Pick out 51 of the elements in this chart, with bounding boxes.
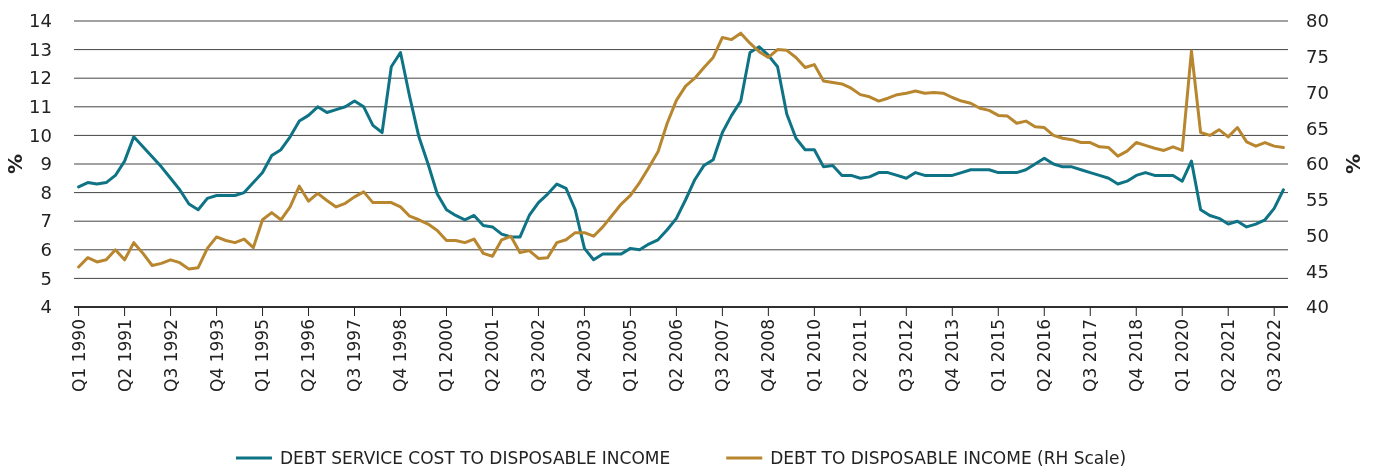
y2-tick-label: 80 bbox=[1306, 10, 1329, 32]
y-tick-label: 14 bbox=[29, 10, 52, 32]
x-tick-label: Q1 2015 bbox=[988, 319, 1009, 392]
x-tick-label: Q2 2021 bbox=[1218, 319, 1239, 392]
x-tick-label: Q3 2012 bbox=[896, 319, 917, 392]
y-tick-label: 10 bbox=[29, 124, 52, 146]
y2-tick-label: 60 bbox=[1306, 153, 1329, 175]
y2-tick-label: 65 bbox=[1306, 117, 1329, 139]
x-tick-label: Q3 2017 bbox=[1080, 319, 1101, 392]
x-tick-label: Q1 1995 bbox=[252, 319, 273, 392]
x-tick-label: Q1 2000 bbox=[436, 319, 457, 392]
legend-label: DEBT SERVICE COST TO DISPOSABLE INCOME bbox=[279, 447, 671, 468]
y2-tick-label: 50 bbox=[1306, 224, 1329, 246]
y-tick-label: 13 bbox=[29, 38, 52, 60]
y-axis-title: % bbox=[3, 153, 27, 175]
x-tick-label: Q3 1997 bbox=[344, 319, 365, 392]
x-tick-label: Q3 2022 bbox=[1264, 319, 1285, 392]
y2-axis-title: % bbox=[1341, 153, 1365, 175]
y-tick-label: 7 bbox=[40, 210, 52, 232]
y-tick-label: 11 bbox=[29, 96, 52, 118]
y-tick-label: 8 bbox=[40, 181, 52, 203]
y-tick-label: 9 bbox=[40, 153, 52, 175]
x-tick-label: Q4 2018 bbox=[1126, 319, 1147, 392]
y-tick-label: 5 bbox=[40, 267, 52, 289]
y2-tick-label: 55 bbox=[1306, 189, 1329, 211]
x-tick-label: Q4 1998 bbox=[390, 319, 411, 392]
x-tick-label: Q2 1991 bbox=[114, 319, 135, 392]
x-tick-label: Q4 2003 bbox=[574, 319, 595, 392]
x-tick-label: Q3 2002 bbox=[528, 319, 549, 392]
x-tick-label: Q1 2010 bbox=[804, 319, 825, 392]
y2-tick-label: 45 bbox=[1306, 260, 1329, 282]
y2-tick-label: 70 bbox=[1306, 81, 1329, 103]
y-tick-label: 12 bbox=[29, 67, 52, 89]
x-tick-label: Q4 1993 bbox=[206, 319, 227, 392]
y-tick-label: 4 bbox=[40, 296, 52, 318]
x-tick-label: Q2 2016 bbox=[1034, 319, 1055, 392]
x-tick-label: Q4 2008 bbox=[758, 319, 779, 392]
x-tick-label: Q1 2020 bbox=[1172, 319, 1193, 392]
x-tick-label: Q2 2006 bbox=[666, 319, 687, 392]
x-tick-label: Q1 1990 bbox=[68, 319, 89, 392]
x-tick-label: Q1 2005 bbox=[620, 319, 641, 392]
x-tick-label: Q3 2007 bbox=[712, 319, 733, 392]
y-tick-label: 6 bbox=[40, 239, 52, 261]
y2-tick-label: 40 bbox=[1306, 296, 1329, 318]
x-tick-label: Q2 1996 bbox=[298, 319, 319, 392]
y2-tick-label: 75 bbox=[1306, 46, 1329, 68]
x-tick-label: Q2 2011 bbox=[850, 319, 871, 392]
x-tick-label: Q3 1992 bbox=[160, 319, 181, 392]
x-tick-label: Q4 2013 bbox=[942, 319, 963, 392]
legend-label: DEBT TO DISPOSABLE INCOME (RH Scale) bbox=[770, 447, 1127, 468]
x-tick-label: Q2 2001 bbox=[482, 319, 503, 392]
